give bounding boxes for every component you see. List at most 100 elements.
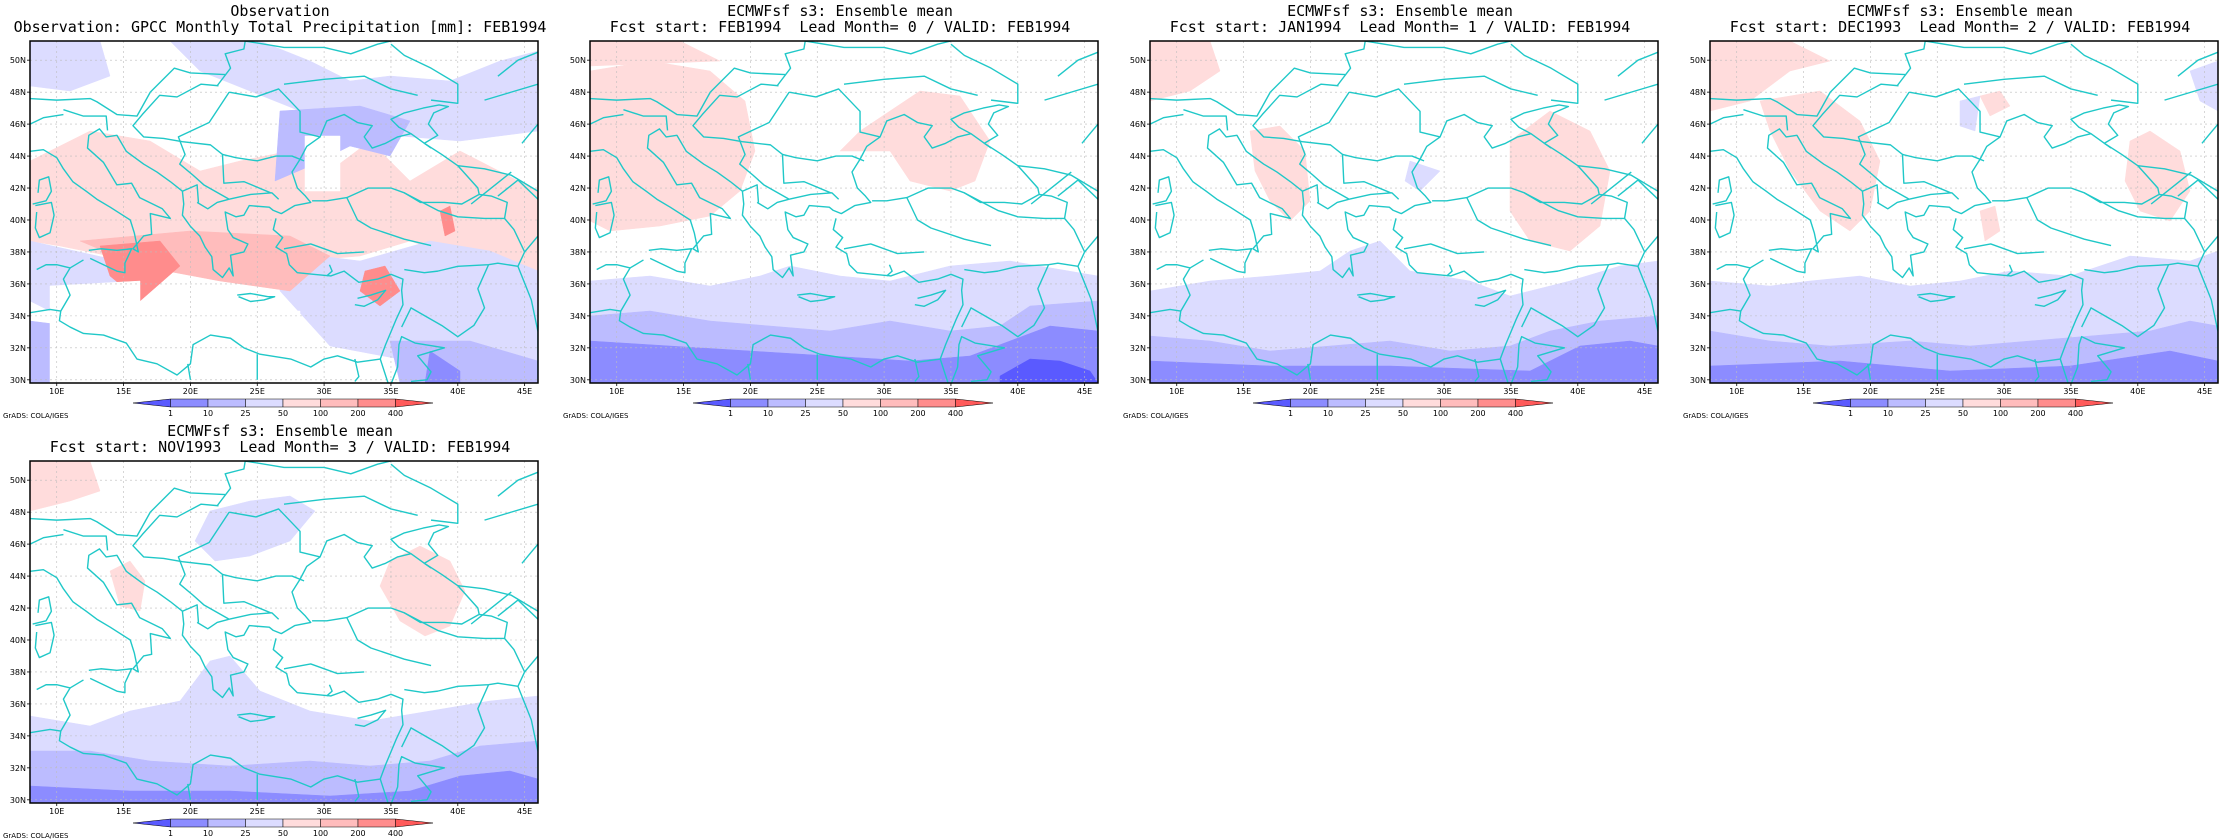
map-frame [29, 460, 539, 804]
coastline-25 [950, 43, 1019, 105]
colorbar-segment [395, 398, 434, 408]
coastline-20 [1510, 335, 1566, 383]
lat-tick-label: 38N [10, 668, 26, 677]
coastline-21 [2197, 266, 2218, 380]
precip-shade-6 [1150, 340, 1658, 383]
panel-title: ECMWFsf s3: Ensemble mean [1847, 2, 2073, 20]
coastline-30 [354, 358, 360, 382]
colorbar-segment [282, 818, 321, 828]
coastline-7 [886, 264, 893, 277]
coastline-16 [623, 109, 669, 131]
colorbar-segment [1327, 398, 1366, 408]
lat-tick-label: 36N [10, 280, 26, 289]
coastline-40 [1963, 75, 2098, 97]
colorbar-segment [2075, 398, 2114, 408]
colorbar-label: 25 [240, 829, 250, 838]
coastline-29 [2059, 358, 2069, 383]
coastline-29 [1499, 358, 1509, 383]
panel-title: ECMWFsf s3: Ensemble mean [1287, 2, 1513, 20]
lat-tick-label: 36N [1690, 280, 1706, 289]
coastline-17 [590, 113, 624, 125]
precip-shade-1 [169, 41, 538, 142]
colorbar-segment [1440, 398, 1479, 408]
coastline-9 [789, 88, 881, 138]
map-gridlines [30, 41, 538, 383]
coastline-7 [326, 264, 333, 277]
map-panel-lead0: ECMWFsf s3: Ensemble mean Fcst start: FEB… [560, 0, 1120, 420]
coastline-35 [629, 259, 644, 269]
coastline-16 [63, 529, 109, 551]
lon-tick-label: 20E [183, 387, 198, 396]
map-panel-lead3: ECMWFsf s3: Ensemble mean Fcst start: NOV… [0, 420, 560, 840]
coastline-3 [594, 201, 615, 239]
lat-tick-label: 48N [1130, 88, 1146, 97]
coastline-20 [390, 755, 446, 803]
colorbar-segment [1402, 398, 1441, 408]
grads-credit: GrADS: COLA/IGES [1683, 412, 1749, 420]
grads-credit: GrADS: COLA/IGES [3, 832, 69, 840]
colorbar-segment [1925, 398, 1964, 408]
colorbar-segment [2037, 398, 2076, 408]
coastline-12 [196, 192, 280, 210]
lat-tick-label: 50N [1690, 56, 1706, 65]
precip-shade-13 [189, 310, 301, 383]
coastline-32 [906, 197, 992, 247]
precip-shade-1 [590, 41, 721, 67]
colorbar-segment [1812, 398, 1851, 408]
coastline-21 [1077, 266, 1098, 380]
colorbar-segment [395, 818, 434, 828]
coastline-4 [1208, 248, 1253, 274]
panel-title: Observation [230, 2, 330, 20]
coastline-17 [1710, 113, 1744, 125]
coastline-6 [354, 709, 387, 727]
precip-shade-0 [30, 461, 101, 512]
coastline-2 [32, 176, 53, 205]
coastline-22 [1644, 219, 1658, 253]
colorbar-segment [1962, 398, 2001, 408]
lat-tick-label: 30N [1690, 376, 1706, 385]
lon-tick-label: 45E [2197, 387, 2212, 396]
map-plot-area [1710, 41, 2218, 383]
colorbar-segment [842, 398, 881, 408]
lat-tick-label: 44N [1130, 152, 1146, 161]
lat-tick-label: 30N [10, 796, 26, 805]
map-plot-area [1150, 41, 1658, 383]
panel-subtitle: Fcst start: FEB1994 Lead Month= 0 / VALI… [609, 18, 1071, 36]
colorbar-label: 100 [1993, 409, 2008, 418]
lon-tick-label: 20E [1863, 387, 1878, 396]
colorbar-segment [132, 398, 171, 408]
lon-tick-label: 25E [250, 387, 265, 396]
map-frame [1709, 40, 2219, 384]
precip-shade-7 [99, 240, 181, 302]
coastline-26 [970, 133, 992, 149]
coastline-24 [1017, 164, 1098, 192]
coastline-41 [1365, 41, 1512, 55]
colorbar-label: 25 [240, 409, 250, 418]
precip-shade-2 [1979, 90, 2011, 117]
coastline-5 [1357, 292, 1396, 303]
lon-tick-label: 15E [1236, 387, 1251, 396]
lon-tick-label: 20E [743, 387, 758, 396]
lat-tick-label: 38N [1690, 248, 1706, 257]
colorbar-label: 10 [763, 409, 773, 418]
coastline-14 [216, 41, 246, 87]
coastline-12 [1876, 192, 1960, 210]
colorbar-segment [692, 398, 731, 408]
colorbar-segment [357, 818, 396, 828]
coastline-35 [69, 259, 84, 269]
coastline-26 [1530, 133, 1552, 149]
coastline-36 [1030, 171, 1072, 205]
coastlines [1150, 41, 1658, 383]
coastline-38 [1617, 51, 1658, 77]
coastline-2 [32, 596, 53, 625]
colorbar-segment [955, 398, 994, 408]
coastline-21 [1637, 266, 1658, 380]
lon-tick-label: 45E [1637, 387, 1652, 396]
colorbar-label: 50 [838, 409, 848, 418]
colorbar-label: 25 [800, 409, 810, 418]
precip-shade-15 [439, 205, 456, 237]
lat-tick-label: 40N [1130, 216, 1146, 225]
lon-tick-label: 25E [1370, 387, 1385, 396]
map-plot-area [30, 41, 538, 383]
coastline-1 [36, 218, 404, 376]
